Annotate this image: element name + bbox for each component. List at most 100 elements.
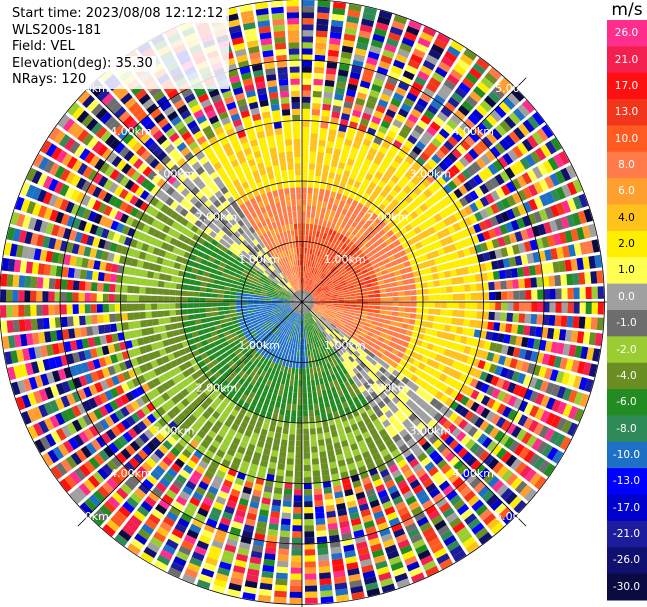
gate-cell <box>7 258 16 272</box>
gate-cell <box>476 81 490 94</box>
gate-cell <box>555 202 566 216</box>
gate-cell <box>136 355 145 365</box>
gate-cell <box>273 310 280 315</box>
gate-cell <box>260 308 267 311</box>
gate-cell <box>247 469 257 477</box>
gate-cell <box>392 92 405 102</box>
gate-cell <box>224 505 235 515</box>
gate-cell <box>333 198 340 206</box>
gate-cell <box>391 448 401 458</box>
gate-cell <box>397 263 405 270</box>
gate-cell <box>114 533 128 547</box>
gate-cell <box>383 155 393 165</box>
gate-cell <box>461 327 469 336</box>
gate-cell <box>207 321 215 327</box>
gate-cell <box>278 457 286 465</box>
gate-cell <box>69 471 82 485</box>
gate-cell <box>463 118 476 130</box>
gate-cell <box>241 293 249 297</box>
gate-cell <box>562 343 571 356</box>
gate-cell <box>422 308 429 314</box>
gate-cell <box>370 259 377 266</box>
gate-cell <box>402 517 415 528</box>
gate-cell <box>296 307 300 313</box>
gate-cell <box>367 308 375 313</box>
gate-cell <box>71 405 82 418</box>
gate-cell <box>290 303 297 306</box>
gate-cell <box>140 320 147 328</box>
gate-cell <box>591 302 598 315</box>
gate-cell <box>307 331 310 338</box>
gate-cell <box>63 341 72 353</box>
gate-cell <box>249 418 257 427</box>
gate-cell <box>283 488 293 495</box>
gate-cell <box>452 176 462 187</box>
gate-cell <box>55 382 66 396</box>
gate-cell <box>312 248 316 256</box>
gate-cell <box>385 287 392 293</box>
gate-cell <box>306 285 311 292</box>
gate-cell <box>342 107 352 115</box>
gate-cell <box>94 382 104 393</box>
gate-cell <box>134 487 147 500</box>
gate-cell <box>361 291 368 296</box>
gate-cell <box>476 283 483 291</box>
gate-cell <box>303 446 310 453</box>
gate-cell <box>66 292 73 302</box>
gate-cell <box>378 284 386 289</box>
gate-cell <box>325 308 332 311</box>
gate-cell <box>556 246 564 259</box>
gate-cell <box>251 457 260 466</box>
gate-cell <box>303 410 308 417</box>
gate-cell <box>246 424 255 432</box>
gate-cell <box>139 311 146 319</box>
gate-cell <box>331 430 338 438</box>
gate-cell <box>412 484 424 495</box>
gate-cell <box>401 37 415 47</box>
gate-cell <box>279 332 284 339</box>
gate-cell <box>348 363 356 370</box>
gate-cell <box>437 346 446 355</box>
gate-cell <box>244 319 252 324</box>
gate-cell <box>247 296 254 300</box>
gate-cell <box>203 357 211 365</box>
gate-cell <box>68 328 76 339</box>
gate-cell <box>294 313 298 319</box>
gate-cell <box>416 302 423 308</box>
gate-cell <box>325 307 332 310</box>
gate-cell <box>223 298 230 302</box>
gate-cell <box>329 123 338 131</box>
gate-cell <box>363 520 375 529</box>
gate-cell <box>244 351 251 358</box>
gate-cell <box>496 447 508 460</box>
gate-cell <box>439 144 450 156</box>
gate-cell <box>343 308 350 312</box>
gate-cell <box>496 465 509 478</box>
gate-cell <box>475 392 485 403</box>
gate-cell <box>331 292 338 296</box>
gate-cell <box>285 307 292 312</box>
gate-cell <box>27 392 37 406</box>
gate-cell <box>366 225 374 233</box>
gate-cell <box>347 316 354 321</box>
gate-cell <box>392 567 406 577</box>
gate-cell <box>440 463 452 475</box>
gate-cell <box>373 554 386 564</box>
gate-cell <box>564 259 572 272</box>
gate-cell <box>512 279 519 289</box>
gate-cell <box>161 392 171 402</box>
gate-cell <box>307 325 310 332</box>
gate-cell <box>208 354 216 362</box>
gate-cell <box>148 334 157 343</box>
gate-cell <box>224 433 234 442</box>
gate-cell <box>302 253 304 260</box>
gate-cell <box>235 390 243 399</box>
gate-cell <box>308 300 315 302</box>
gate-cell <box>422 302 429 308</box>
gate-cell <box>126 294 133 302</box>
gate-cell <box>444 408 454 419</box>
gate-cell <box>397 506 409 517</box>
gate-cell <box>521 172 533 185</box>
gate-cell <box>333 280 340 286</box>
gate-cell <box>340 221 347 229</box>
